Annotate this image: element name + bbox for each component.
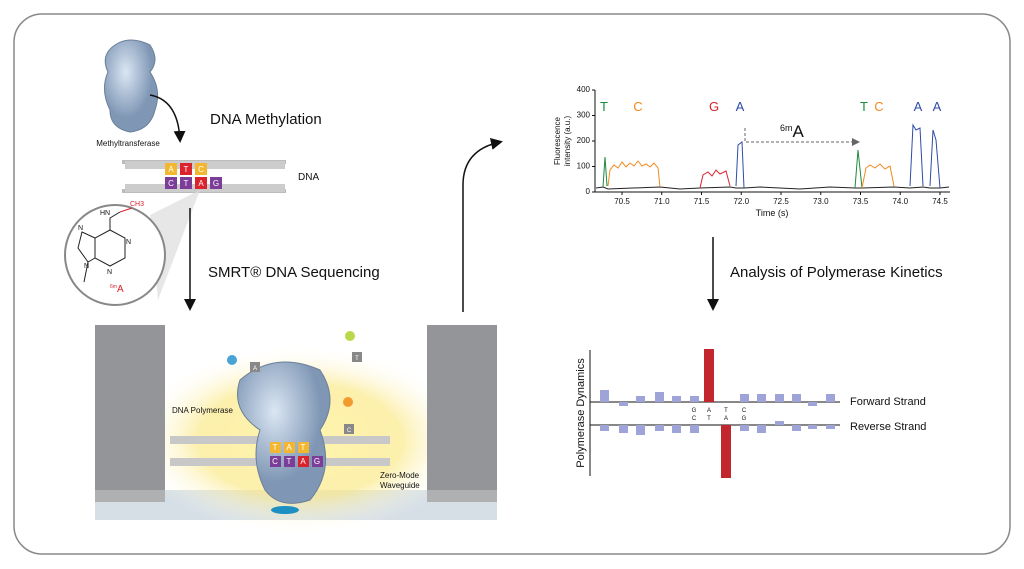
x-tick-label: 71.0 [654,197,670,206]
x-tick-label: 70.5 [614,197,630,206]
base: T [301,443,306,452]
dna-strip [122,160,286,193]
kinetics-title: Analysis of Polymerase Kinetics [730,264,943,281]
x-tick-label: 74.0 [892,197,908,206]
y-axis-label: intensity (a.u.) [563,116,572,167]
base: T [707,416,711,422]
x-tick-label: 73.0 [813,197,829,206]
base: T [273,443,278,452]
annotation: 6mA [780,122,805,141]
y-axis-label: Fluorescence [553,116,562,165]
x-axis-label: Time (s) [756,208,789,218]
dynamics-plot [589,349,840,478]
trace-line [595,123,950,190]
molecule-name: 6mA [110,284,124,295]
y-tick-label: 100 [577,162,591,171]
molecule-base: A [117,284,124,295]
x-tick-label: 73.5 [853,197,869,206]
polymerase-label: DNA Polymerase [172,406,233,415]
x-tick-label: 71.5 [694,197,710,206]
base: C [692,416,697,422]
methyltransferase-shape [104,39,159,133]
waveguide [95,325,497,535]
annotation-base: A [793,122,805,141]
base: A [300,457,306,466]
peak-label: T [860,99,868,114]
dna-label: DNA [298,172,319,183]
peak-label: A [933,99,942,114]
x-tick-label: 72.5 [773,197,789,206]
forward-label: Forward Strand [850,396,926,408]
waveguide-label: Waveguide [380,481,420,490]
enzyme-label: Methyltransferase [96,139,160,148]
molecule-label: N [78,225,83,232]
base: A [168,165,174,174]
base: C [742,408,747,414]
base: T [184,179,189,188]
molecule-label: CH3 [130,201,144,208]
peak-label: C [633,99,642,114]
peak-label: T [600,99,608,114]
sequencing-title: SMRT® DNA Sequencing [208,264,380,281]
base: C [168,179,174,188]
base: A [253,366,257,372]
base: T [287,457,292,466]
base: T [355,356,359,362]
base: A [707,408,711,414]
waveguide-label: Zero-Mode [380,471,420,480]
base: A [286,443,292,452]
trace-axes [592,89,950,195]
peak-label: A [914,99,923,114]
base: G [314,457,320,466]
molecule-structure [77,207,133,283]
base: C [347,428,352,434]
base: G [742,416,747,422]
x-tick-label: 72.0 [733,197,749,206]
y-tick-label: 300 [577,111,591,120]
molecule-label: N [126,239,131,246]
y-tick-label: 400 [577,85,591,94]
molecule-sup: 6m [110,284,117,290]
arrow [149,94,186,143]
base: A [724,416,728,422]
molecule-label: N [107,269,112,276]
base: G [692,408,697,414]
peak-label: A [736,99,745,114]
dynamics-y-label: Polymerase Dynamics [575,358,587,468]
molecule-label: HN [100,210,110,217]
base: C [272,457,278,466]
reverse-label: Reverse Strand [850,421,926,433]
methylation-title: DNA Methylation [210,111,322,128]
y-tick-label: 0 [586,187,591,196]
base: T [184,165,189,174]
peak-label: C [874,99,883,114]
arrow [462,138,503,312]
base: A [198,179,204,188]
base: T [724,408,728,414]
y-tick-label: 200 [577,136,591,145]
peak-label: G [709,99,719,114]
molecule-circle [64,204,166,306]
x-tick-label: 74.5 [932,197,948,206]
base: G [213,179,219,188]
molecule-label: N [84,263,89,270]
base: C [198,165,204,174]
annotation-sup: 6m [780,123,793,133]
